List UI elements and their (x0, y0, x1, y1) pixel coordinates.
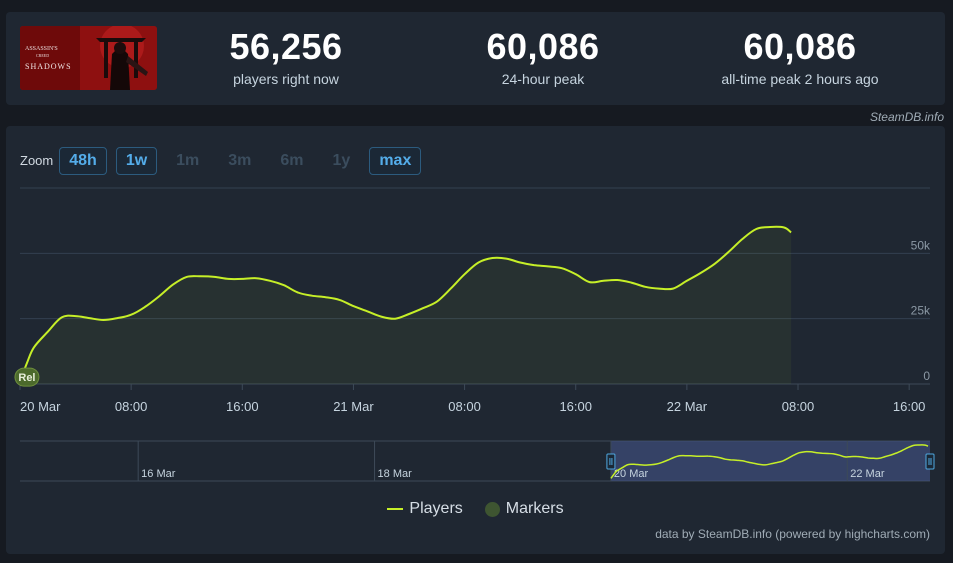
navigator-left-handle[interactable] (606, 453, 616, 470)
navigator-series-line (610, 444, 929, 479)
game-art-image: ASSASSIN'S CREED SHADOWS (20, 26, 157, 90)
y-tick-label: 25k (911, 304, 931, 318)
release-marker-label: Rel (18, 372, 35, 384)
stat-label: all-time peak 2 hours ago (721, 71, 879, 87)
zoom-controls: Zoom 48h 1w 1m 3m 6m 1y max (20, 146, 430, 175)
navigator-label: 16 Mar (141, 468, 176, 480)
release-marker[interactable] (14, 367, 40, 387)
stat-value: 56,256 (229, 26, 343, 67)
x-tick-label: 16:00 (893, 399, 926, 414)
zoom-6m-button[interactable]: 6m (280, 151, 304, 169)
stat-value: 60,086 (486, 26, 600, 67)
stat-label: players right now (233, 71, 339, 87)
y-tick-label: 50k (911, 238, 931, 252)
x-tick-label: 21 Mar (333, 399, 374, 414)
zoom-label: Zoom (20, 153, 54, 168)
navigator-label: 18 Mar (378, 468, 413, 480)
legend-players-label: Players (409, 500, 463, 517)
zoom-3m-button[interactable]: 3m (228, 151, 252, 169)
line-icon (387, 508, 404, 510)
stat-all-time-peak: 60,086 all-time peak 2 hours ago (680, 26, 920, 87)
game-thumbnail[interactable]: ASSASSIN'S CREED SHADOWS (20, 26, 157, 90)
logo-line-2: CREED (36, 53, 49, 58)
zoom-1w-button[interactable]: 1w (115, 146, 158, 175)
legend-players[interactable]: Players (387, 500, 463, 518)
x-tick-label: 16:00 (226, 399, 259, 414)
logo-line-1: ASSASSIN'S (25, 46, 58, 52)
highcharts-credit[interactable]: data by SteamDB.info (powered by highcha… (655, 527, 930, 541)
players-series-line (19, 225, 792, 382)
x-tick-label: 22 Mar (667, 399, 708, 414)
legend-markers-label: Markers (505, 500, 564, 517)
chart-legend: Players Markers (6, 500, 945, 518)
chart-panel: Zoom 48h 1w 1m 3m 6m 1y max 0 25k 50k 20 Ma… (6, 126, 945, 554)
players-area (20, 226, 792, 384)
navigator-label: 20 Mar (614, 468, 649, 480)
y-tick-label: 0 (923, 369, 930, 383)
stat-label: 24-hour peak (501, 71, 585, 87)
x-tick-label: 08:00 (115, 399, 148, 414)
zoom-1m-button[interactable]: 1m (176, 151, 200, 169)
zoom-1y-button[interactable]: 1y (332, 151, 351, 169)
circle-icon (484, 501, 500, 517)
player-count-chart[interactable]: 0 25k 50k 20 Mar 08:00 16:00 21 Mar 08:00 16:00 2… (6, 126, 945, 554)
stat-value: 60,086 (743, 26, 857, 67)
logo-line-3: SHADOWS (25, 62, 72, 71)
steamdb-credit-link[interactable]: SteamDB.info (869, 110, 944, 124)
navigator-right-handle[interactable] (925, 453, 935, 470)
x-tick-label: 20 Mar (20, 399, 61, 414)
x-tick-label: 08:00 (782, 399, 815, 414)
stat-24h-peak: 60,086 24-hour peak (423, 26, 663, 87)
stats-panel: ASSASSIN'S CREED SHADOWS 56,256 players … (6, 12, 945, 105)
stat-current-players: 56,256 players right now (166, 26, 406, 87)
x-tick-label: 08:00 (448, 399, 481, 414)
zoom-max-button[interactable]: max (369, 146, 422, 175)
navigator-label: 22 Mar (850, 468, 885, 480)
x-tick-label: 16:00 (559, 399, 592, 414)
legend-markers[interactable]: Markers (484, 500, 564, 518)
zoom-48h-button[interactable]: 48h (59, 146, 107, 175)
